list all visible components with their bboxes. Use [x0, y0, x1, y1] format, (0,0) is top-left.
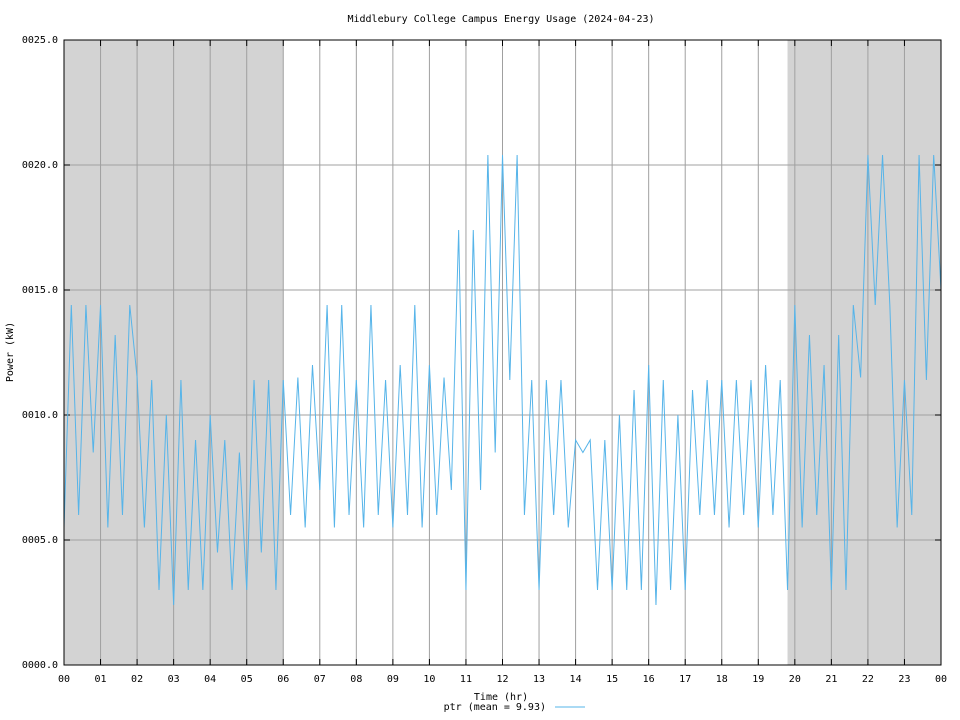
- data-line: [63, 154, 942, 606]
- x-tick-label: 10: [423, 674, 435, 685]
- x-tick-label: 02: [131, 674, 143, 685]
- x-tick-label: 23: [898, 674, 910, 685]
- x-tick-label: 03: [168, 674, 180, 685]
- x-tick-label: 22: [862, 674, 874, 685]
- y-tick-label: 0010.0: [22, 410, 58, 421]
- plot-border: [63, 39, 942, 666]
- x-tick-label: 18: [716, 674, 728, 685]
- x-tick-label: 07: [314, 674, 326, 685]
- x-tick-label: 05: [241, 674, 253, 685]
- x-tick-label: 12: [496, 674, 508, 685]
- x-tick-label: 00: [935, 674, 947, 685]
- x-tick-label: 20: [789, 674, 801, 685]
- y-axis-label: Power (kW): [5, 322, 16, 382]
- x-tick-label: 17: [679, 674, 691, 685]
- x-tick-label: 09: [387, 674, 399, 685]
- legend-label: ptr (mean = 9.93): [444, 702, 546, 713]
- y-tick-label: 0000.0: [22, 660, 58, 671]
- x-tick-label: 08: [350, 674, 362, 685]
- x-tick-label: 15: [606, 674, 618, 685]
- x-axis-label: Time (hr): [474, 692, 528, 703]
- x-tick-label: 00: [58, 674, 70, 685]
- y-tick-label: 0005.0: [22, 535, 58, 546]
- x-tick-label: 13: [533, 674, 545, 685]
- chart-title: Middlebury College Campus Energy Usage (…: [347, 14, 654, 25]
- y-tick-label: 0020.0: [22, 160, 58, 171]
- x-tick-label: 01: [95, 674, 107, 685]
- x-tick-label: 14: [570, 674, 582, 685]
- x-tick-label: 06: [277, 674, 289, 685]
- x-tick-label: 04: [204, 674, 216, 685]
- y-tick-label: 0025.0: [22, 35, 58, 46]
- x-tick-label: 11: [460, 674, 472, 685]
- x-tick-label: 21: [825, 674, 837, 685]
- x-tick-label: 19: [752, 674, 764, 685]
- x-tick-label: 16: [643, 674, 655, 685]
- y-tick-label: 0015.0: [22, 285, 58, 296]
